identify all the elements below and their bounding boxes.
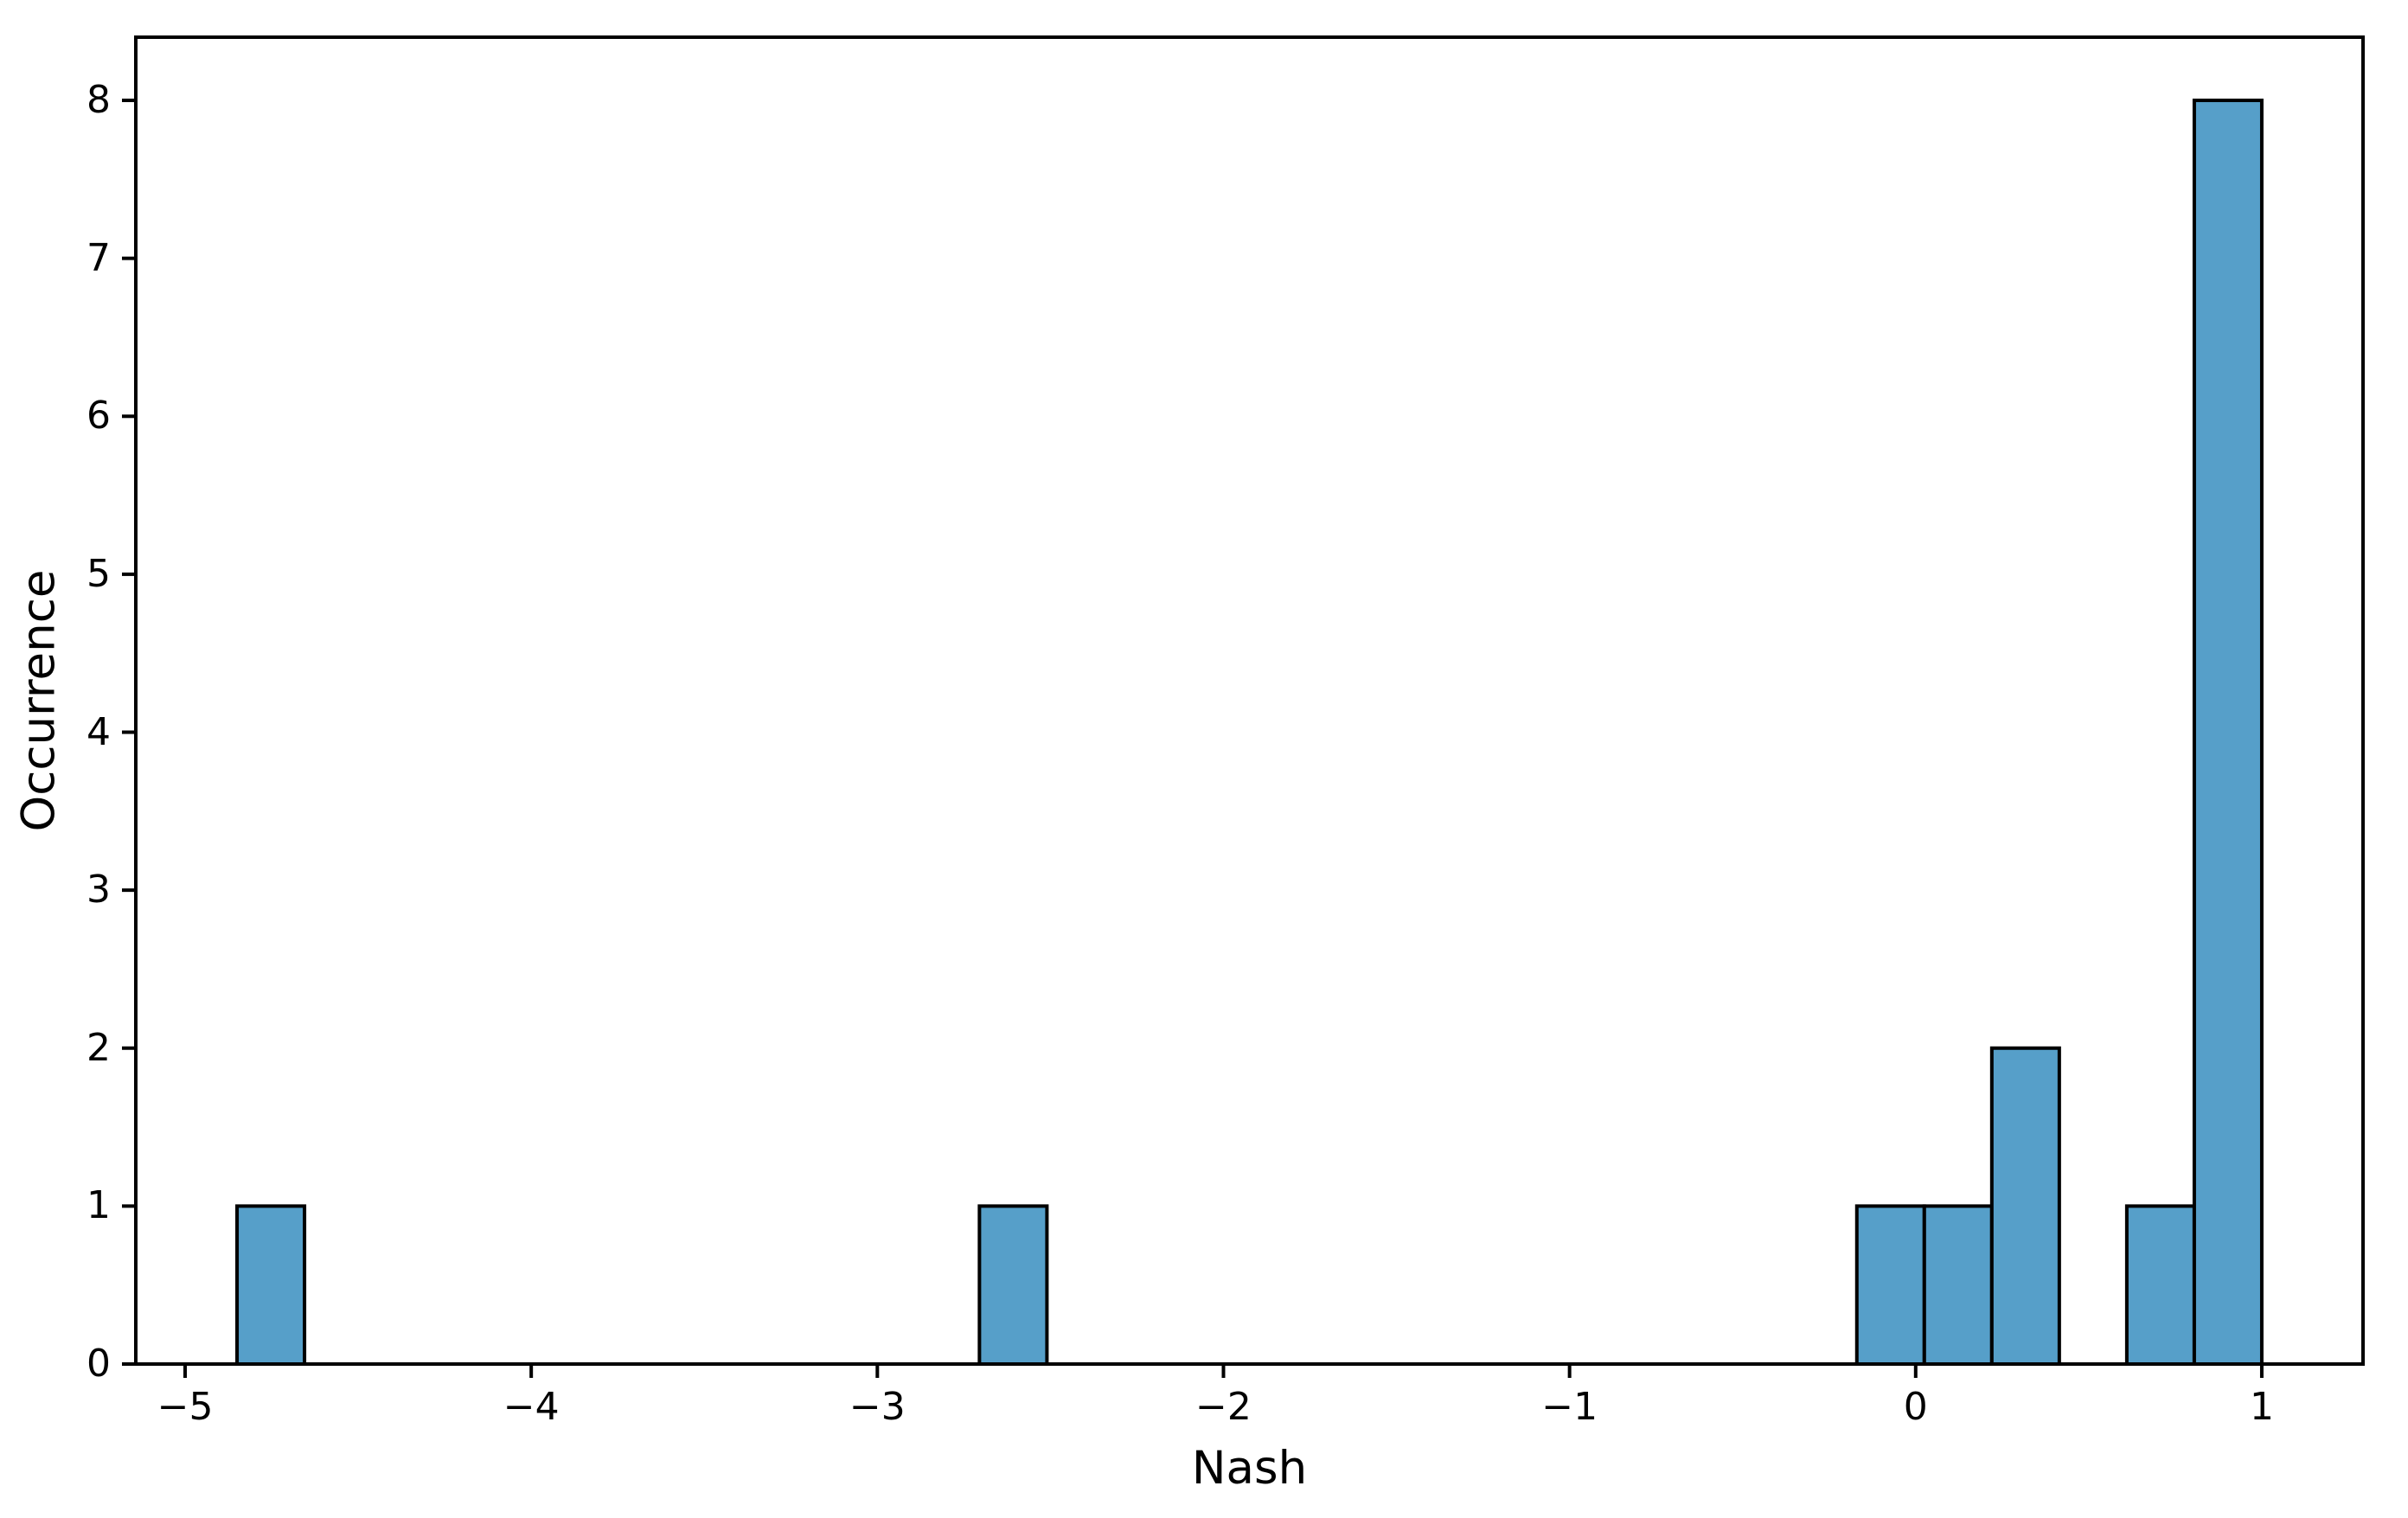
x-tick-label: −1 [1541,1385,1598,1429]
x-tick-label: −4 [503,1385,560,1429]
y-axis-ticks: 0 1 2 3 4 5 6 7 8 [0,37,111,1386]
x-tick-label: −3 [849,1385,906,1429]
y-tick-label: 0 [86,1342,111,1386]
y-tick-label: 5 [86,551,111,596]
y-tick-label: 1 [86,1183,111,1228]
y-tick-label: 7 [86,235,111,280]
x-tick-label: −2 [1195,1385,1252,1429]
histogram-bar [2124,1204,2196,1367]
x-tick-label: −5 [157,1385,214,1429]
y-tick-label: 3 [86,868,111,913]
y-tick-label: 8 [86,78,111,123]
histogram-bar [2192,99,2264,1367]
y-tick-label: 6 [86,394,111,439]
histogram-bar [235,1204,307,1367]
x-tick-label: 0 [1903,1385,1928,1429]
histogram-bar [1989,1046,2061,1367]
plot-area [122,35,2365,1378]
x-axis-label: Nash [1191,1442,1308,1495]
plot-spines [134,35,2365,1366]
y-tick-label: 4 [86,709,111,754]
x-axis-ticks: −5 −4 −3 −2 −1 0 1 [136,1384,2363,1436]
histogram-bar [1854,1204,1926,1367]
y-axis-label: Occurrence [12,569,66,832]
histogram-bar [1922,1204,1994,1367]
y-tick-label: 2 [86,1025,111,1070]
histogram-bar [977,1204,1049,1367]
x-tick-label: 1 [2249,1385,2274,1429]
